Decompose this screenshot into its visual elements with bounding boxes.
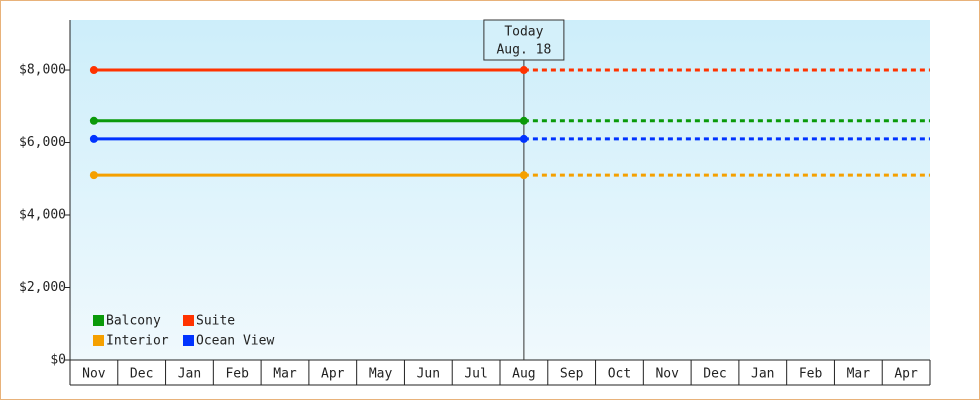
legend-label: Interior bbox=[106, 334, 169, 349]
x-tick-label: Mar bbox=[847, 367, 871, 382]
y-tick-label: $6,000 bbox=[19, 135, 66, 150]
point bbox=[89, 171, 98, 180]
x-tick-label: Oct bbox=[608, 367, 631, 382]
point bbox=[89, 116, 98, 125]
point bbox=[519, 116, 528, 125]
x-tick-label: Feb bbox=[799, 367, 823, 382]
point bbox=[519, 134, 528, 143]
x-tick-label: Sep bbox=[560, 367, 584, 382]
today-box bbox=[483, 19, 565, 61]
today-label: Today bbox=[504, 25, 543, 40]
plot-area bbox=[70, 20, 930, 360]
y-tick-label: $0 bbox=[50, 353, 66, 368]
y-tick-label: $8,000 bbox=[19, 63, 66, 78]
x-tick-label: Aug bbox=[512, 367, 535, 382]
today-label: Aug. 18 bbox=[496, 43, 551, 58]
point bbox=[89, 134, 98, 143]
x-tick-label: May bbox=[369, 367, 393, 382]
legend-swatch bbox=[183, 335, 194, 346]
legend-swatch bbox=[93, 315, 104, 326]
point bbox=[89, 66, 98, 75]
x-tick-label: Jan bbox=[178, 367, 201, 382]
y-tick-label: $2,000 bbox=[19, 280, 66, 295]
legend-swatch bbox=[183, 315, 194, 326]
x-tick-label: Jan bbox=[751, 367, 774, 382]
x-tick-label: Jul bbox=[464, 367, 487, 382]
point bbox=[519, 66, 528, 75]
x-tick-label: Dec bbox=[703, 367, 726, 382]
legend-label: Balcony bbox=[106, 314, 161, 329]
x-tick-label: Mar bbox=[273, 367, 297, 382]
x-tick-label: Apr bbox=[894, 367, 918, 382]
x-tick-label: Jun bbox=[417, 367, 440, 382]
x-tick-label: Nov bbox=[655, 367, 679, 382]
point bbox=[519, 171, 528, 180]
x-tick-label: Feb bbox=[225, 367, 249, 382]
x-tick-label: Apr bbox=[321, 367, 345, 382]
legend-label: Ocean View bbox=[196, 334, 274, 349]
legend-label: Suite bbox=[196, 314, 235, 329]
x-tick-label: Dec bbox=[130, 367, 153, 382]
legend-swatch bbox=[93, 335, 104, 346]
x-tick-label: Nov bbox=[82, 367, 106, 382]
y-tick-label: $4,000 bbox=[19, 208, 66, 223]
